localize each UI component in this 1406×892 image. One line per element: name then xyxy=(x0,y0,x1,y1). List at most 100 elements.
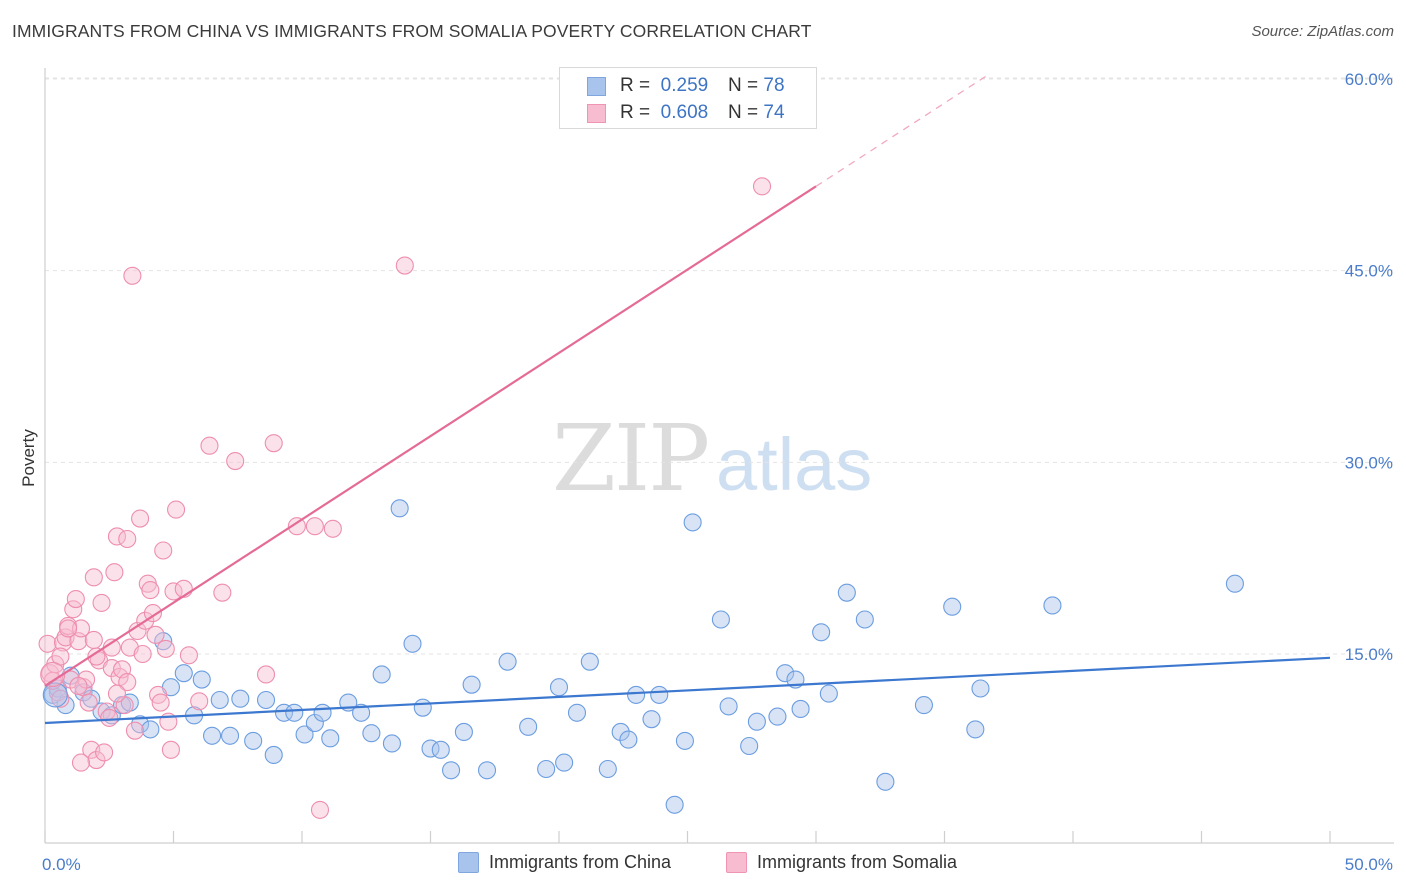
somalia-point xyxy=(92,593,111,612)
china-point xyxy=(837,583,856,602)
data-points xyxy=(38,177,1244,819)
n-label: N = xyxy=(728,102,759,123)
n-label: N = xyxy=(728,75,759,96)
china-point xyxy=(454,722,473,741)
stats-row-china: R = 0.259 N = 78 xyxy=(560,73,785,99)
somalia-point xyxy=(167,500,186,519)
watermark-zip: ZIP xyxy=(552,405,708,512)
china-point xyxy=(776,664,795,683)
china-trend-line xyxy=(44,656,1331,725)
china-point xyxy=(305,713,324,733)
somalia-point xyxy=(118,529,137,549)
x-tick-label-0: 0.0% xyxy=(42,855,81,874)
somalia-point xyxy=(305,517,324,536)
china-point xyxy=(1225,574,1244,593)
x-tick-label-1: 50.0% xyxy=(1345,855,1393,874)
china-point xyxy=(549,678,569,697)
watermark-atlas: atlas xyxy=(716,423,872,506)
china-point xyxy=(1043,596,1062,615)
somalia-point xyxy=(256,665,276,684)
gridlines xyxy=(45,77,1394,655)
somalia-point xyxy=(179,646,198,665)
china-point xyxy=(943,597,962,616)
somalia-point xyxy=(125,721,144,740)
china-point xyxy=(295,725,314,744)
series-china xyxy=(43,499,1244,814)
china-point xyxy=(313,703,332,722)
china-point xyxy=(719,697,738,716)
somalia-point xyxy=(107,684,127,703)
china-point xyxy=(403,634,422,653)
china-point xyxy=(519,717,538,736)
y-tick-label-1: 30.0% xyxy=(1345,453,1393,472)
somalia-point xyxy=(71,619,91,638)
china-point xyxy=(203,726,222,745)
somalia-point xyxy=(131,509,150,528)
china-point xyxy=(819,684,838,703)
china-point xyxy=(627,685,646,704)
china-point xyxy=(321,729,340,748)
r-value-somalia: 0.608 xyxy=(660,102,709,123)
legend-item-china[interactable]: Immigrants from China xyxy=(458,852,671,873)
china-point xyxy=(210,690,229,710)
somalia-point xyxy=(69,676,88,695)
china-point xyxy=(413,698,432,717)
china-point xyxy=(747,712,766,731)
china-point xyxy=(372,665,391,684)
somalia-point xyxy=(226,452,245,471)
somalia-point xyxy=(87,751,106,770)
somalia-point xyxy=(66,590,85,609)
somalia-point xyxy=(151,693,170,712)
china-point xyxy=(141,720,160,739)
axes xyxy=(44,68,1394,844)
somalia-point xyxy=(287,517,306,536)
china-point xyxy=(855,610,874,629)
trend-lines xyxy=(44,75,1331,725)
china-point xyxy=(567,703,587,722)
legend-label-somalia: Immigrants from Somalia xyxy=(757,852,958,872)
somalia-point xyxy=(71,753,91,772)
y-tick-label-0: 15.0% xyxy=(1345,645,1393,664)
somalia-point xyxy=(123,266,142,285)
somalia-point xyxy=(213,583,232,602)
somalia-point xyxy=(200,436,219,455)
china-point xyxy=(264,745,283,764)
china-point xyxy=(120,693,139,712)
china-point xyxy=(966,720,985,739)
watermark: ZIP atlas xyxy=(552,405,872,512)
r-label: R = xyxy=(620,75,651,96)
china-point xyxy=(665,795,684,814)
somalia-trend-line xyxy=(44,185,817,687)
somalia-point xyxy=(154,541,173,560)
legend-swatch-china xyxy=(458,852,479,873)
china-point xyxy=(442,761,461,780)
somalia-point xyxy=(105,563,124,582)
legend-label-china: Immigrants from China xyxy=(489,852,672,872)
chart-title: IMMIGRANTS FROM CHINA VS IMMIGRANTS FROM… xyxy=(12,21,812,41)
china-point xyxy=(876,772,895,791)
china-point xyxy=(174,664,193,683)
china-point xyxy=(642,710,661,729)
somalia-point xyxy=(84,568,103,587)
somalia-point xyxy=(264,434,283,453)
china-point xyxy=(555,753,574,772)
stats-legend: R = 0.259 N = 78 R = 0.608 N = 74 xyxy=(559,67,817,129)
china-point xyxy=(768,707,787,726)
somalia-point xyxy=(95,743,114,762)
china-point xyxy=(498,652,517,671)
china-point xyxy=(812,623,831,642)
tick-labels: 15.0% 30.0% 45.0% 60.0% 0.0% 50.0% xyxy=(42,70,1393,874)
china-point-large xyxy=(42,682,68,708)
somalia-swatch xyxy=(587,103,606,123)
china-point xyxy=(274,703,294,722)
somalia-point xyxy=(395,256,414,275)
somalia-point xyxy=(156,639,175,658)
legend-item-somalia[interactable]: Immigrants from Somalia xyxy=(726,852,957,873)
somalia-point xyxy=(118,673,137,692)
n-value-somalia: 74 xyxy=(763,102,785,123)
china-point xyxy=(791,699,810,718)
r-value-china: 0.259 xyxy=(660,75,709,96)
china-point xyxy=(382,734,402,753)
china-point xyxy=(650,685,669,704)
